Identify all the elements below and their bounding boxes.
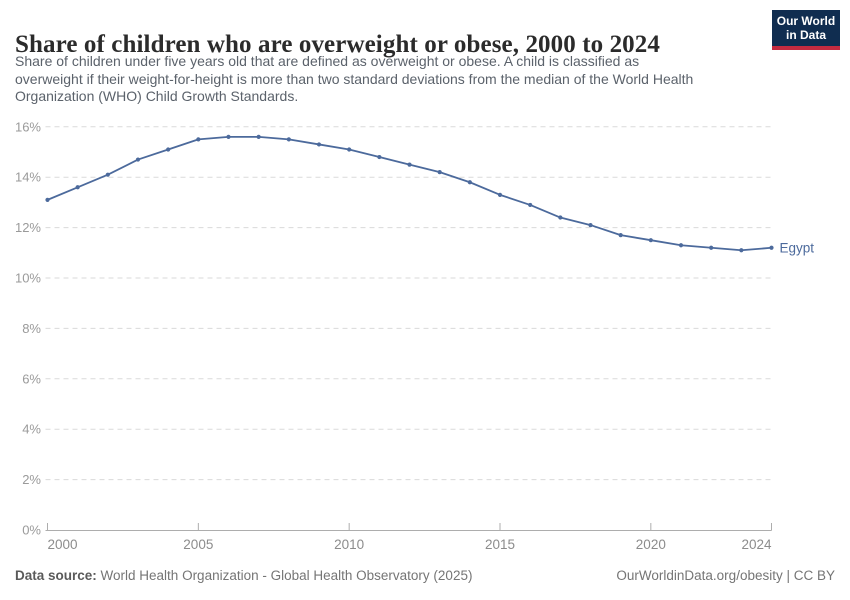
data-point [437,170,442,175]
owid-url: OurWorldinData.org/obesity [616,568,783,583]
y-tick-label: 4% [22,422,41,437]
x-tick-label: 2020 [636,537,666,552]
subtitle-line: Organization (WHO) Child Growth Standard… [15,88,299,104]
data-point [618,233,623,238]
chart-subtitle: Share of children under five years old t… [15,53,785,106]
chart-footer: Data source: World Health Organization -… [15,568,835,588]
data-point [558,215,563,220]
data-point [135,157,141,162]
x-tick-label: 2015 [485,537,515,552]
data-point [678,243,684,248]
series-label-egypt: Egypt [780,240,815,255]
y-tick-label: 12% [15,220,41,235]
subtitle-line: Share of children under five years old t… [15,53,640,69]
data-point [196,137,201,142]
data-point [226,134,231,139]
x-tick-label: 2024 [741,537,772,552]
data-point [588,222,593,228]
x-tick-label: 2010 [334,537,364,552]
subtitle-line: overweight if their weight-for-height is… [15,70,694,87]
data-point [286,137,291,142]
license-badge: CC BY [793,568,835,583]
owid-logo: Our World in Data [772,10,840,50]
data-source-text: World Health Organization - Global Healt… [96,568,473,583]
page-title: Share of children who are overweight or … [15,30,660,58]
data-point [105,172,110,177]
data-point [769,245,774,250]
x-tick-label: 2005 [183,537,213,552]
y-tick-label: 2% [22,472,41,487]
data-point [75,185,80,190]
y-tick-label: 0% [22,523,41,538]
data-point [528,202,533,208]
data-point [166,147,171,152]
data-point [407,162,412,167]
data-point [648,238,653,243]
owid-logo-line1: Our World [776,14,836,28]
data-point [709,245,714,250]
y-tick-label: 6% [22,371,41,386]
y-tick-label: 16% [15,119,41,134]
data-point [467,180,472,185]
owid-logo-line2: in Data [785,28,826,42]
y-tick-label: 8% [22,321,41,336]
series-line-egypt [47,135,772,252]
footer-separator: | [782,568,794,583]
data-source-label: Data source: [15,568,97,583]
y-tick-label: 10% [15,271,41,286]
data-point [347,147,352,152]
data-point [45,197,50,202]
x-tick-label: 2000 [48,537,78,552]
data-point [256,134,261,139]
data-point [316,142,322,147]
data-point [497,192,503,197]
data-point [377,154,382,160]
data-point [739,248,744,253]
y-tick-label: 14% [15,170,41,185]
footer-attribution: OurWorldinData.org/obesity | CC BY [616,568,835,588]
data-source-note: Data source: World Health Organization -… [15,568,472,588]
